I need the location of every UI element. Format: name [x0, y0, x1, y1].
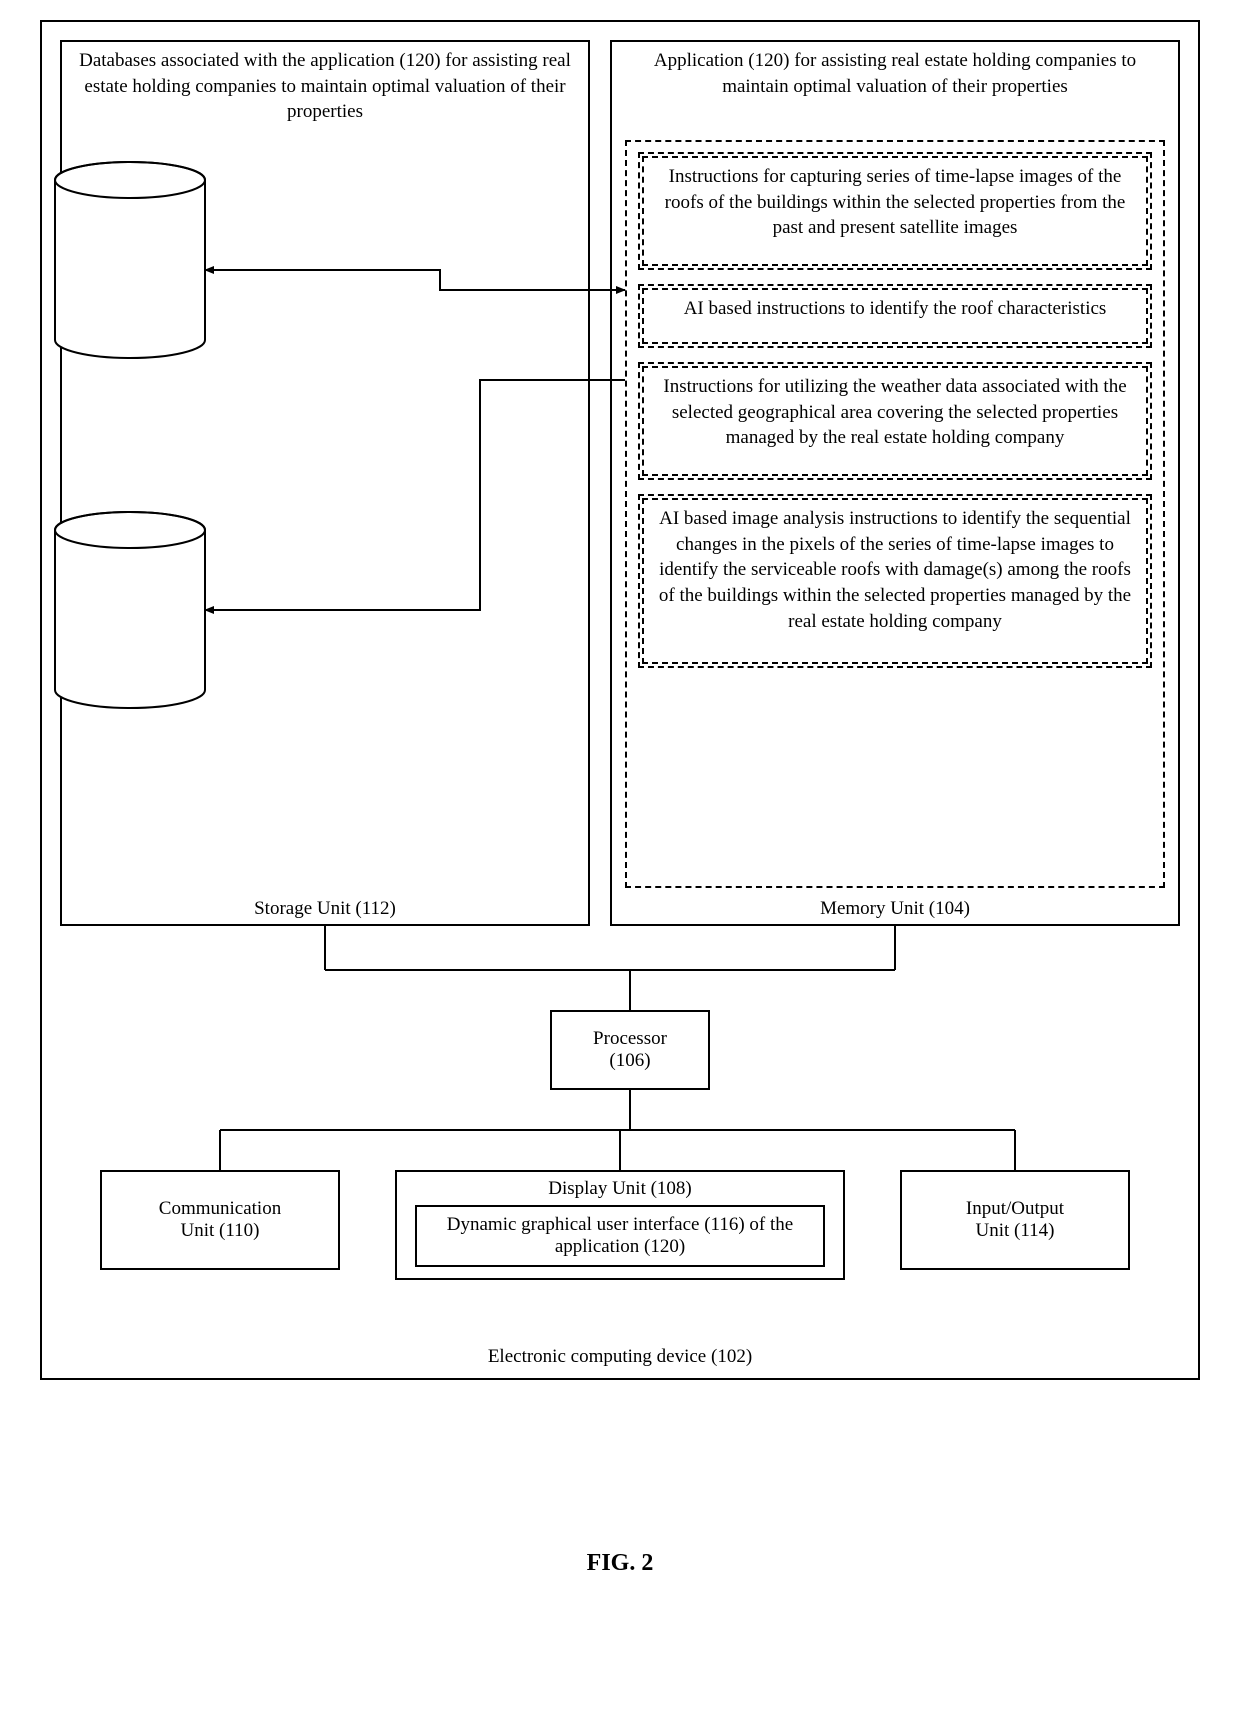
device-label-text: Electronic computing device (102) [488, 1346, 752, 1367]
processor-line2: (106) [609, 1050, 650, 1072]
db2-label: Dynamically updated database (124) of ha… [60, 552, 200, 655]
storage-unit-box [60, 40, 590, 926]
instr-weather: Instructions for utilizing the weather d… [642, 366, 1148, 476]
storage-title-text: Databases associated with the applicatio… [79, 50, 571, 122]
instr-timelapse-text: Instructions for capturing series of tim… [665, 166, 1126, 238]
display-unit-title-text: Display Unit (108) [548, 1178, 692, 1199]
storage-unit-label-text: Storage Unit (112) [254, 898, 396, 919]
instr-ai-image-analysis-text: AI based image analysis instructions to … [659, 508, 1131, 632]
memory-title-text: Application (120) for assisting real est… [654, 50, 1136, 97]
processor-box: Processor (106) [550, 1010, 710, 1090]
page-root: Instructions for capturing series of tim… [0, 0, 1240, 1711]
processor-line1: Processor [593, 1028, 667, 1050]
communication-line1: Communication [159, 1198, 281, 1220]
db1-label: Dynamically updated database (122) of ro… [60, 202, 200, 305]
communication-unit-box: Communication Unit (110) [100, 1170, 340, 1270]
io-unit-box: Input/Output Unit (114) [900, 1170, 1130, 1270]
db1-label-text: Dynamically updated database (122) of ro… [65, 204, 195, 302]
io-line1: Input/Output [966, 1198, 1064, 1220]
display-inner-box: Dynamic graphical user interface (116) o… [415, 1205, 825, 1267]
communication-line2: Unit (110) [181, 1220, 260, 1242]
memory-title: Application (120) for assisting real est… [620, 48, 1170, 99]
device-label: Electronic computing device (102) [40, 1344, 1200, 1370]
instr-ai-roof-text: AI based instructions to identify the ro… [684, 298, 1107, 319]
instr-ai-roof: AI based instructions to identify the ro… [642, 288, 1148, 344]
display-inner-text: Dynamic graphical user interface (116) o… [425, 1214, 815, 1258]
display-unit-title: Display Unit (108) [395, 1176, 845, 1202]
db2-label-text: Dynamically updated database (124) of ha… [60, 554, 200, 652]
figure-caption-text: FIG. 2 [587, 1550, 654, 1576]
memory-unit-label: Memory Unit (104) [610, 896, 1180, 922]
io-line2: Unit (114) [976, 1220, 1055, 1242]
instr-ai-image-analysis: AI based image analysis instructions to … [642, 498, 1148, 664]
storage-title: Databases associated with the applicatio… [70, 48, 580, 125]
memory-unit-label-text: Memory Unit (104) [820, 898, 970, 919]
instr-timelapse: Instructions for capturing series of tim… [642, 156, 1148, 266]
instr-weather-text: Instructions for utilizing the weather d… [663, 376, 1126, 448]
figure-caption: FIG. 2 [0, 1550, 1240, 1577]
storage-unit-label: Storage Unit (112) [60, 896, 590, 922]
